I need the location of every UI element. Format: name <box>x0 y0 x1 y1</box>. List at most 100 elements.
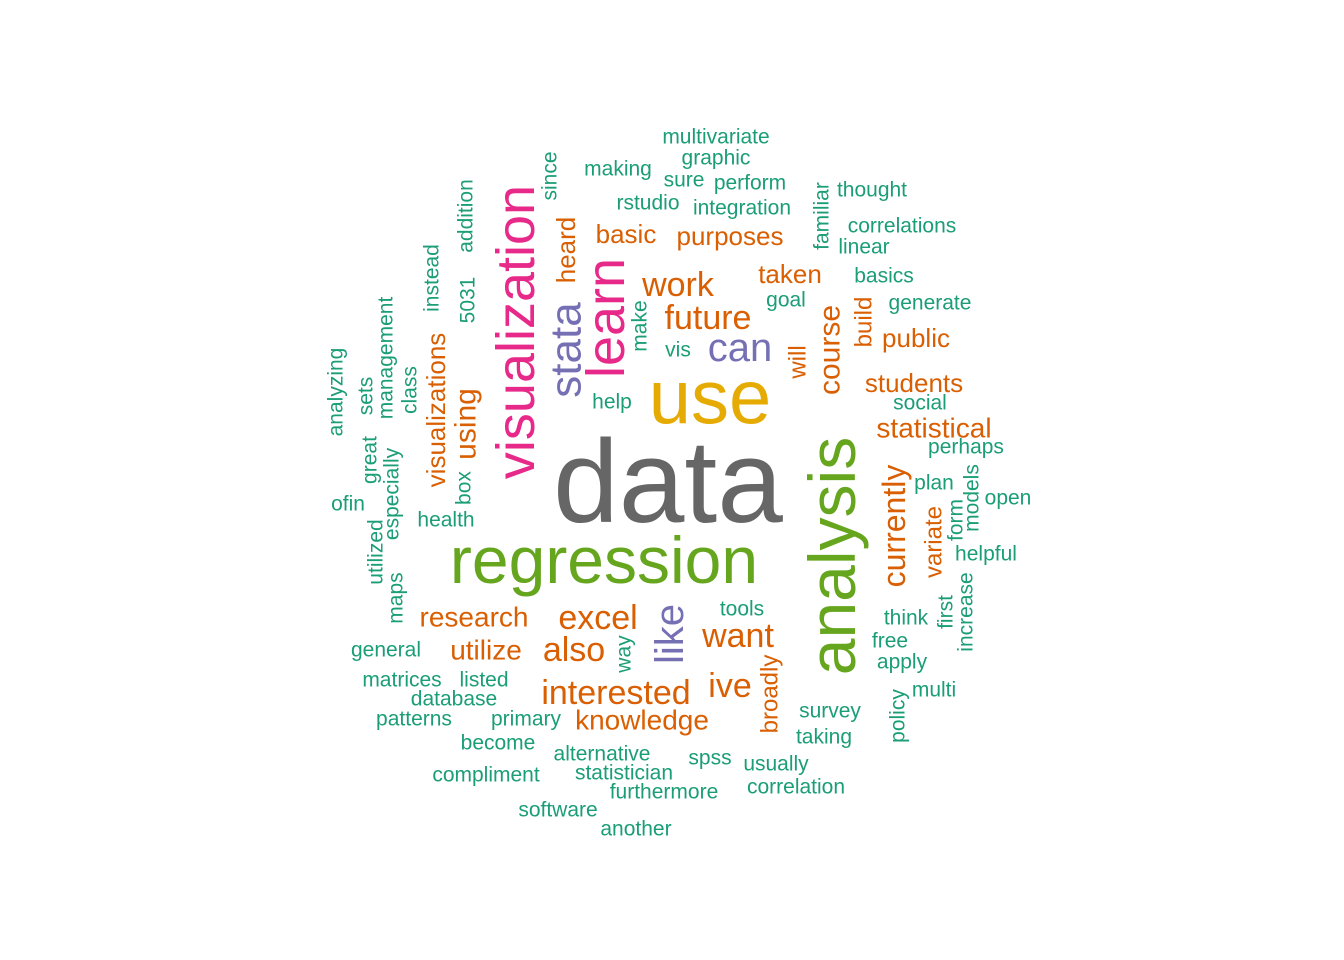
word-maps: maps <box>385 572 408 623</box>
word-basics: basics <box>854 265 914 288</box>
word-management: management <box>375 297 398 420</box>
word-vis: vis <box>665 339 691 362</box>
word-open: open <box>985 487 1032 510</box>
word-alternative: alternative <box>554 743 651 766</box>
word-rstudio: rstudio <box>616 192 679 215</box>
word-course: course <box>814 305 847 395</box>
word-graphic: graphic <box>682 147 751 170</box>
word-visualization: visualization <box>486 185 546 479</box>
word-perform: perform <box>714 172 786 195</box>
word-perhaps: perhaps <box>928 436 1004 459</box>
word-utilize: utilize <box>450 635 522 666</box>
word-familiar: familiar <box>811 182 834 250</box>
word-great: great <box>359 436 382 484</box>
word-data: data <box>553 416 783 548</box>
word-plan: plan <box>914 472 954 495</box>
word-5031: 5031 <box>457 277 480 324</box>
word-furthermore: furthermore <box>610 781 719 804</box>
word-multi: multi <box>912 679 956 702</box>
word-also: also <box>543 631 605 669</box>
word-apply: apply <box>877 651 928 674</box>
word-spss: spss <box>688 747 731 770</box>
word-ofin: ofin <box>331 493 365 516</box>
word-instead: instead <box>421 244 444 312</box>
word-using: using <box>450 388 483 460</box>
word-primary: primary <box>491 708 562 731</box>
word-another: another <box>600 818 671 841</box>
word-class: class <box>399 366 422 414</box>
word-public: public <box>882 323 950 353</box>
word-correlations: correlations <box>848 215 957 238</box>
word-making: making <box>584 158 652 181</box>
word-health: health <box>417 509 474 532</box>
word-software: software <box>518 799 597 822</box>
word-general: general <box>351 639 421 662</box>
word-increase: increase <box>955 572 978 651</box>
word-box: box <box>453 471 476 505</box>
word-integration: integration <box>693 197 791 220</box>
word-compliment: compliment <box>432 764 540 787</box>
word-survey: survey <box>799 700 861 723</box>
word-database: database <box>411 688 497 711</box>
word-excel: excel <box>558 599 637 637</box>
word-basic: basic <box>596 219 657 249</box>
word-matrices: matrices <box>362 669 441 692</box>
word-patterns: patterns <box>376 708 452 731</box>
word-broadly: broadly <box>757 655 784 734</box>
word-helpful: helpful <box>955 543 1017 566</box>
word-think: think <box>884 607 929 630</box>
word-build: build <box>851 297 878 348</box>
word-analysis: analysis <box>795 437 869 675</box>
word-will: will <box>785 345 812 379</box>
word-linear: linear <box>838 236 889 259</box>
word-listed: listed <box>459 669 508 692</box>
word-social: social <box>893 392 947 415</box>
word-goal: goal <box>766 289 806 312</box>
word-way: way <box>613 635 636 674</box>
word-like: like <box>648 604 692 664</box>
word-sets: sets <box>355 377 378 416</box>
word-addition: addition <box>455 179 478 253</box>
word-make: make <box>629 300 652 351</box>
word-can: can <box>708 326 773 370</box>
word-future: future <box>665 299 752 337</box>
word-generate: generate <box>889 292 972 315</box>
word-variate: variate <box>921 506 948 578</box>
word-research: research <box>420 602 529 633</box>
word-models: models <box>961 464 984 532</box>
word-students: students <box>865 368 963 398</box>
word-especially: especially <box>381 447 404 540</box>
word-analyzing: analyzing <box>325 348 348 437</box>
word-tools: tools <box>720 598 764 621</box>
word-form: form <box>945 499 968 541</box>
word-want: want <box>701 617 774 655</box>
word-thought: thought <box>837 179 907 202</box>
word-work: work <box>641 266 715 304</box>
word-knowledge: knowledge <box>575 705 709 736</box>
word-use: use <box>649 356 772 441</box>
word-currently: currently <box>876 465 912 588</box>
word-stata: stata <box>542 302 591 398</box>
word-visualizations: visualizations <box>421 333 451 488</box>
word-statistician: statistician <box>575 762 673 785</box>
word-ive: ive <box>708 667 751 705</box>
word-utilized: utilized <box>365 519 388 584</box>
word-regression: regression <box>450 523 758 597</box>
word-heard: heard <box>551 217 581 284</box>
word-correlation: correlation <box>747 776 845 799</box>
word-taken: taken <box>758 259 822 289</box>
word-help: help <box>592 391 632 414</box>
word-first: first <box>935 595 958 629</box>
word-interested: interested <box>541 674 690 712</box>
word-sure: sure <box>664 169 705 192</box>
word-purposes: purposes <box>677 221 784 251</box>
word-policy: policy <box>887 689 910 743</box>
word-taking: taking <box>796 726 852 749</box>
word-since: since <box>539 151 562 200</box>
word-become: become <box>461 732 536 755</box>
word-statistical: statistical <box>876 413 991 444</box>
word-multivariate: multivariate <box>662 126 769 149</box>
word-free: free <box>872 630 908 653</box>
word-learn: learn <box>576 258 636 378</box>
